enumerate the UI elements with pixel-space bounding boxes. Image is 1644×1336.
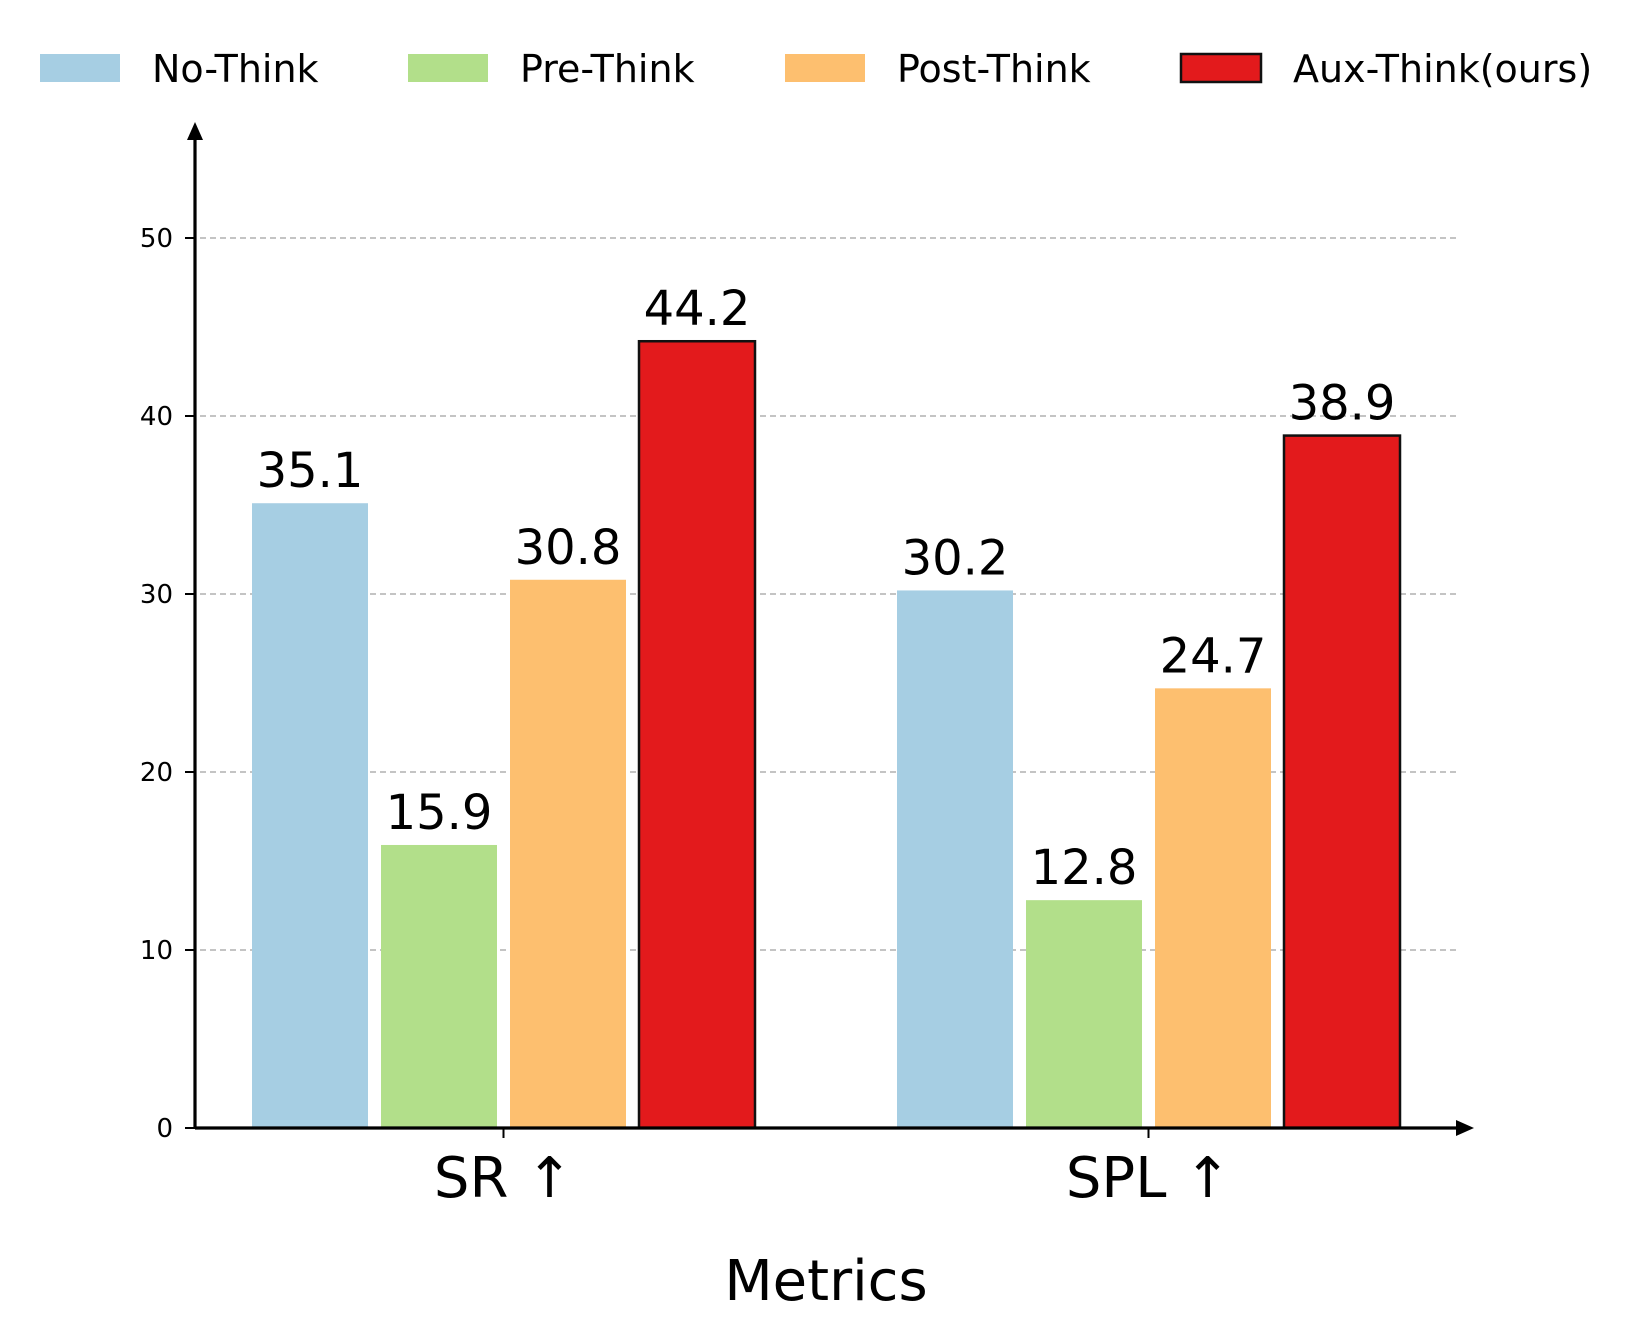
bar-post-think-spl xyxy=(1155,688,1271,1128)
category-label-sr: SR ↑ xyxy=(434,1146,573,1211)
category-label-spl: SPL ↑ xyxy=(1066,1146,1231,1211)
x-categories: SR ↑ SPL ↑ xyxy=(434,1128,1231,1211)
bar-no-think-sr xyxy=(252,503,368,1129)
value-label-post-think-sr: 30.8 xyxy=(515,520,622,576)
legend-swatch-aux-think-ours xyxy=(1179,52,1263,84)
x-axis-title: Metrics xyxy=(724,1249,927,1314)
bar-post-think-sr xyxy=(510,579,626,1128)
y-tick-label-30: 30 xyxy=(140,580,173,610)
legend-label-post-think: Post-Think xyxy=(897,47,1091,91)
bar-pre-think-spl xyxy=(1026,900,1142,1128)
value-label-aux-think-ours-spl: 38.9 xyxy=(1289,376,1396,432)
y-tick-label-10: 10 xyxy=(140,936,173,966)
bar-aux-think-ours-sr xyxy=(637,339,757,1130)
value-label-aux-think-ours-sr: 44.2 xyxy=(644,281,751,337)
value-label-post-think-spl: 24.7 xyxy=(1160,628,1267,684)
legend-label-pre-think: Pre-Think xyxy=(520,47,695,91)
value-label-pre-think-spl: 12.8 xyxy=(1031,840,1138,896)
y-axis-arrow xyxy=(187,122,203,140)
legend: No-Think Pre-Think Post-Think Aux-Think(our… xyxy=(40,47,1592,91)
value-label-no-think-sr: 35.1 xyxy=(257,443,364,499)
bar-pre-think-sr xyxy=(381,844,497,1128)
legend-label-no-think: No-Think xyxy=(152,47,319,91)
legend-label-aux-think-ours: Aux-Think(ours) xyxy=(1293,47,1592,91)
bars xyxy=(252,339,1402,1130)
bar-no-think-spl xyxy=(897,590,1013,1128)
y-tick-label-20: 20 xyxy=(140,758,173,788)
value-labels: 35.1 15.9 30.8 44.2 30.2 12.8 24.7 38.9 xyxy=(257,281,1396,896)
x-axis-arrow xyxy=(1456,1120,1474,1136)
value-label-no-think-spl: 30.2 xyxy=(902,530,1009,586)
legend-swatch-no-think xyxy=(40,54,120,82)
y-tick-label-40: 40 xyxy=(140,402,173,432)
bar-aux-think-ours-spl xyxy=(1282,434,1402,1130)
y-ticks: 0 10 20 30 40 50 xyxy=(140,224,195,1144)
legend-swatch-pre-think xyxy=(408,54,488,82)
value-label-pre-think-sr: 15.9 xyxy=(386,785,493,841)
y-tick-label-50: 50 xyxy=(140,224,173,254)
y-tick-label-0: 0 xyxy=(156,1114,173,1144)
axes xyxy=(187,122,1474,1136)
legend-swatch-post-think xyxy=(785,54,865,82)
